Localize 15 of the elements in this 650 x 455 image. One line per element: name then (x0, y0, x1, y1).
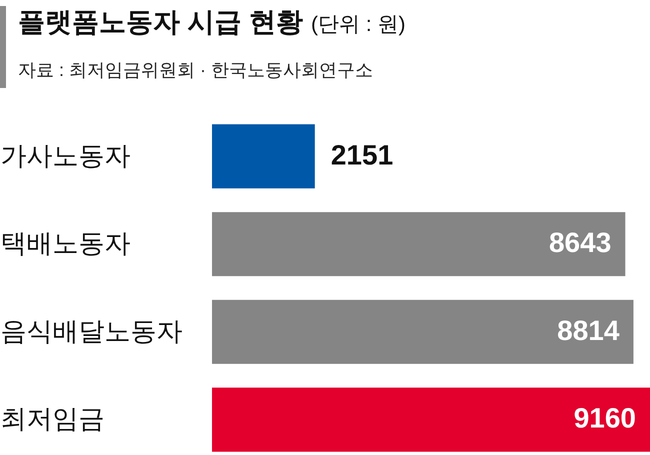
y-tick-label: 가사노동자 (0, 140, 130, 170)
text: (단위 : 원) (311, 13, 406, 36)
data-label: 8643 (548, 227, 612, 258)
data-label: 2151 (330, 139, 394, 170)
y-tick-label: 최저임금 (0, 404, 104, 434)
bar (212, 212, 626, 276)
bar (212, 124, 315, 188)
bar (212, 300, 634, 364)
data-label: 9160 (574, 402, 636, 434)
chart-title: 플랫폼노동자 시급 현황 (18, 7, 304, 37)
text: 자료 : 최저임금위원회 · 한국노동사회연구소 (18, 59, 373, 82)
y-tick-label: 음식배달노동자 (0, 316, 182, 346)
data-label: 8814 (557, 314, 620, 346)
bar (212, 388, 650, 452)
y-tick-label: 택배노동자 (0, 228, 130, 258)
